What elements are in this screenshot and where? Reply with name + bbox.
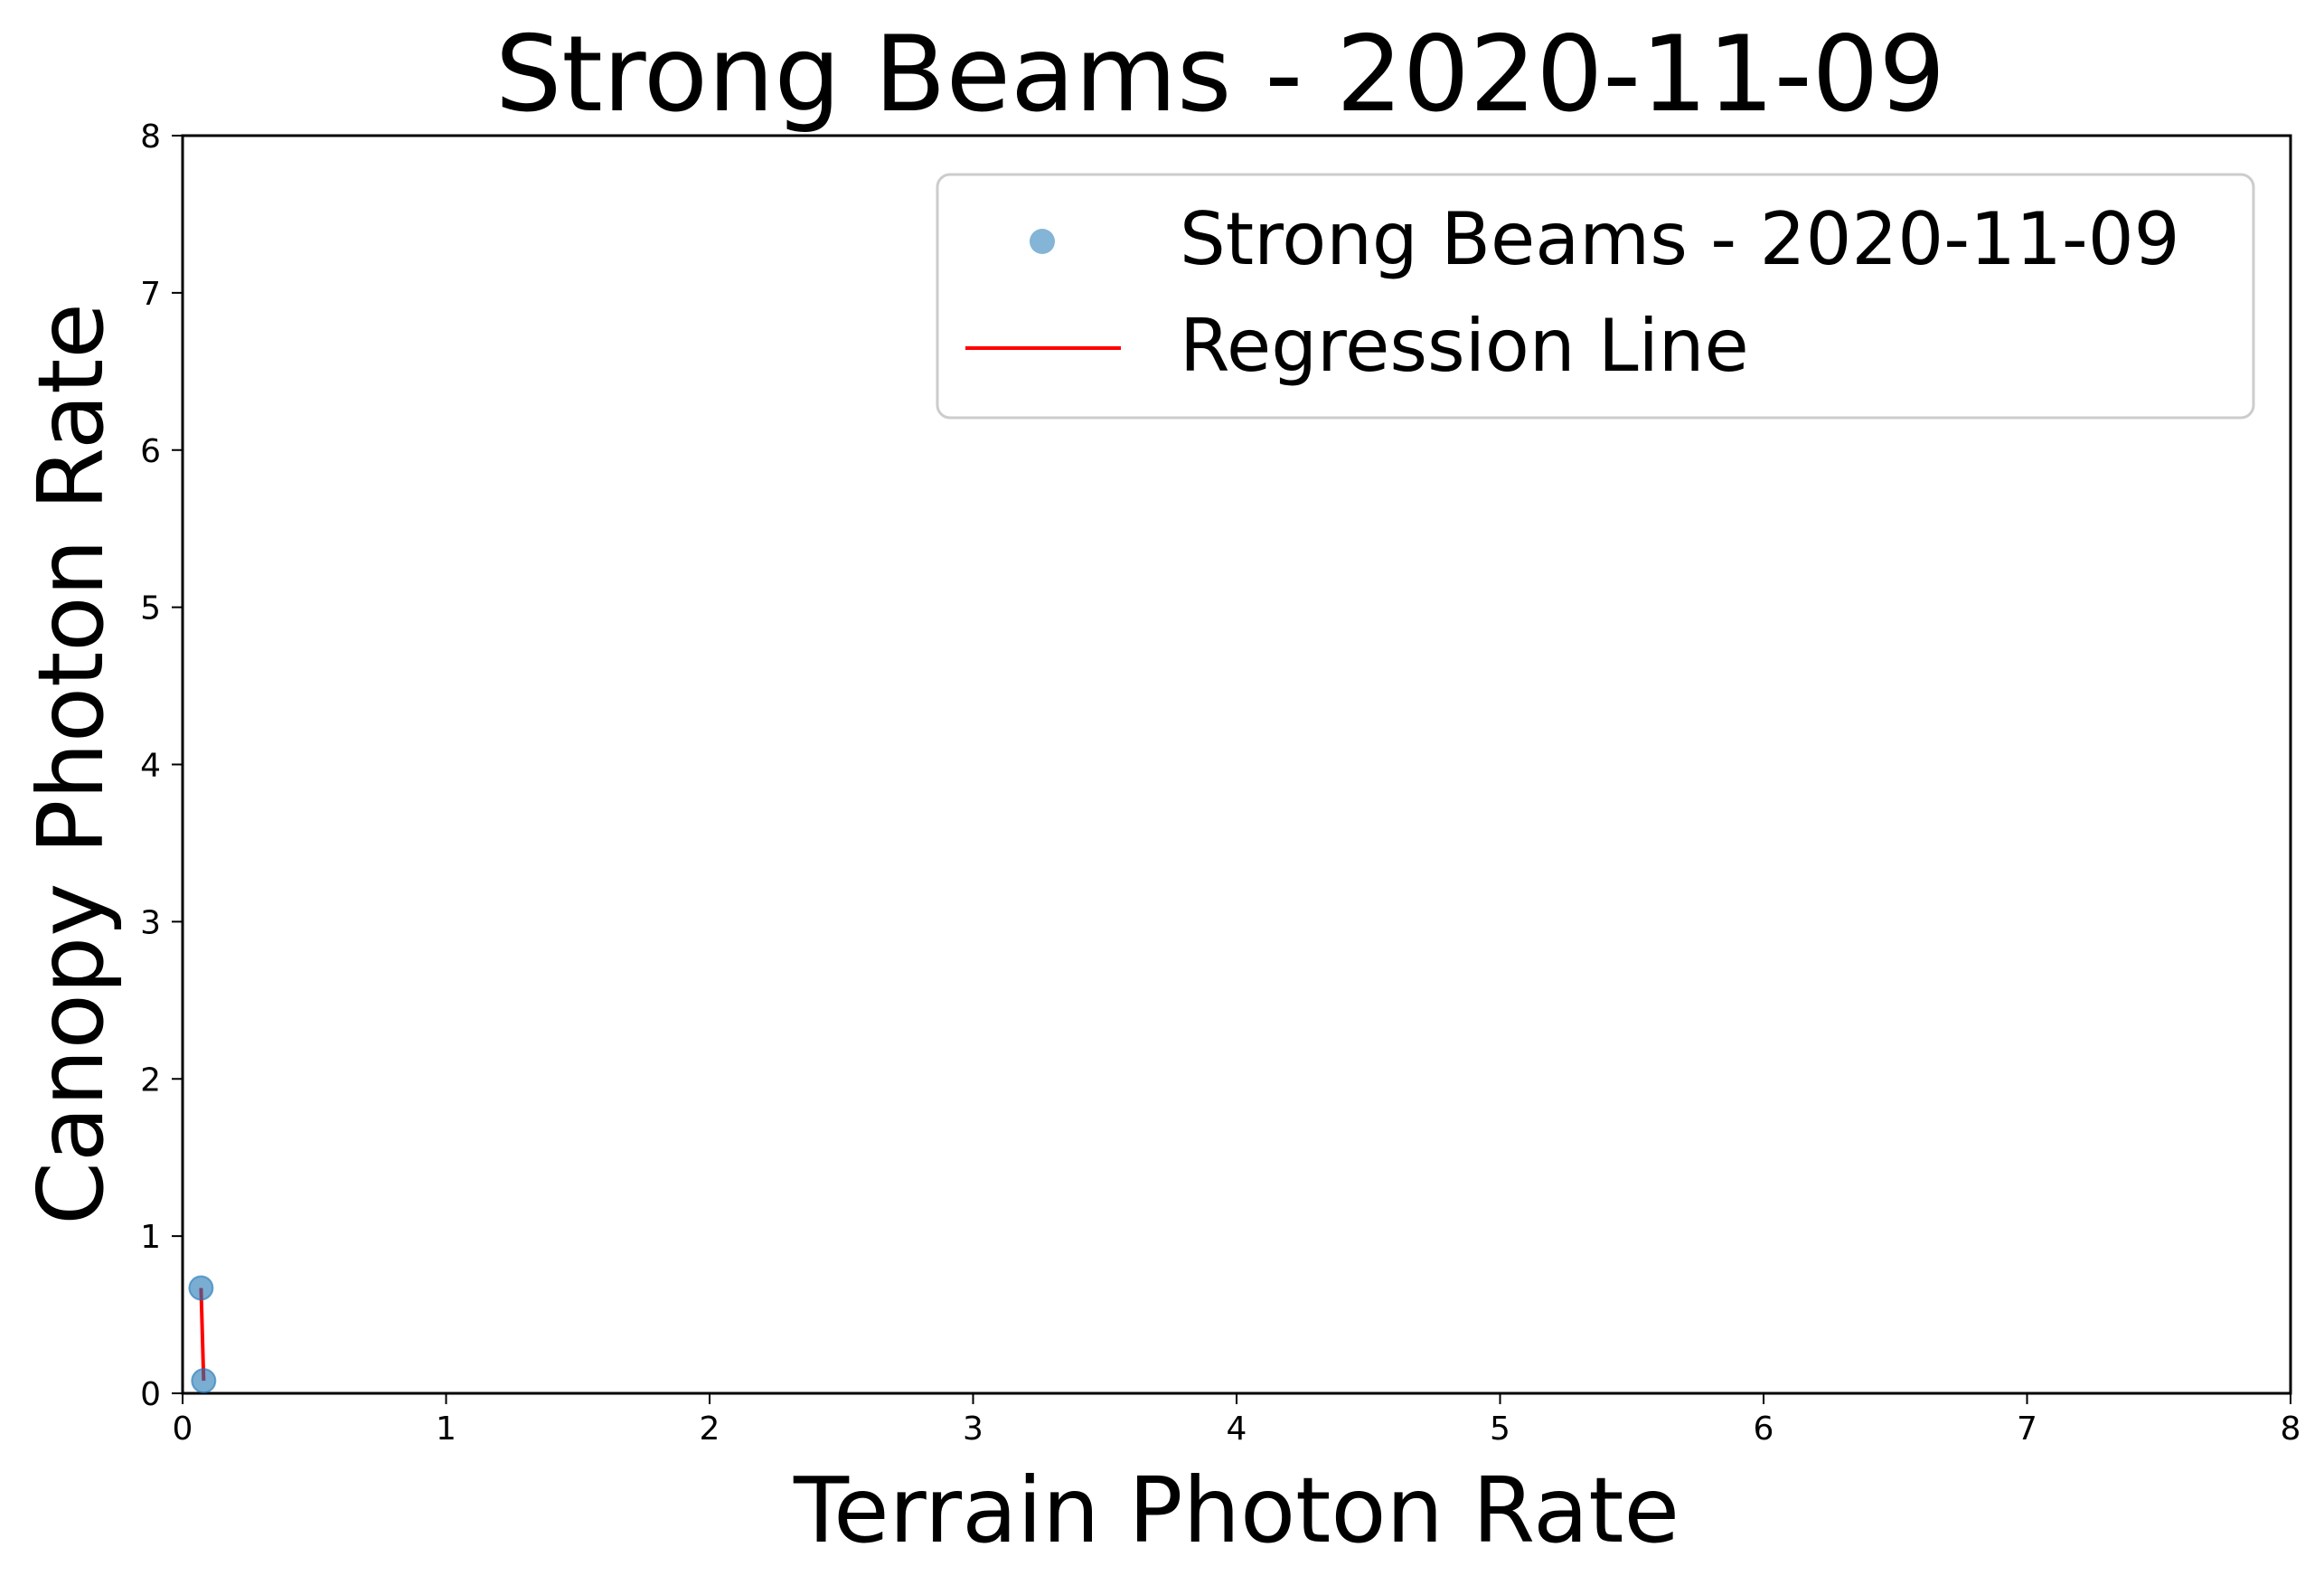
legend-box bbox=[936, 173, 2255, 420]
y-axis-ticks: 0 1 2 3 4 5 6 7 8 bbox=[140, 118, 183, 1413]
legend-label-scatter: Strong Beams - 2020-11-09 bbox=[1180, 197, 2180, 281]
y-tick-label: 5 bbox=[140, 590, 161, 627]
y-tick-label: 1 bbox=[140, 1219, 161, 1256]
legend-label-line: Regression Line bbox=[1180, 304, 1749, 388]
y-tick-label: 2 bbox=[140, 1061, 161, 1099]
y-tick-label: 6 bbox=[140, 433, 161, 470]
x-tick-label: 5 bbox=[1490, 1410, 1510, 1448]
scatter-point bbox=[188, 1275, 214, 1301]
y-tick-label: 3 bbox=[140, 904, 161, 941]
legend: Strong Beams - 2020-11-09 Regression Lin… bbox=[936, 173, 2255, 420]
x-tick-label: 6 bbox=[1754, 1410, 1774, 1448]
x-tick-label: 8 bbox=[2281, 1410, 2301, 1448]
x-tick-label: 4 bbox=[1227, 1410, 1247, 1448]
y-tick-label: 7 bbox=[140, 276, 161, 313]
scatter-point bbox=[191, 1368, 217, 1394]
x-axis-ticks: 0 1 2 3 4 5 6 7 8 bbox=[173, 1393, 2301, 1448]
x-tick-label: 7 bbox=[2017, 1410, 2037, 1448]
x-tick-label: 1 bbox=[436, 1410, 456, 1448]
y-tick-label: 4 bbox=[140, 748, 161, 785]
regression-line bbox=[199, 1288, 206, 1382]
y-tick-label: 8 bbox=[140, 118, 161, 156]
y-axis-label: Canopy Photon Rate bbox=[18, 303, 124, 1225]
x-tick-label: 3 bbox=[963, 1410, 983, 1448]
x-tick-label: 0 bbox=[173, 1410, 193, 1448]
y-tick-label: 0 bbox=[140, 1376, 161, 1413]
x-tick-label: 2 bbox=[700, 1410, 720, 1448]
series-layer bbox=[188, 1275, 217, 1394]
chart-title: Strong Beams - 2020-11-09 bbox=[495, 14, 1945, 136]
x-axis-label: Terrain Photon Rate bbox=[793, 1458, 1679, 1563]
legend-scatter-marker bbox=[1030, 229, 1055, 254]
